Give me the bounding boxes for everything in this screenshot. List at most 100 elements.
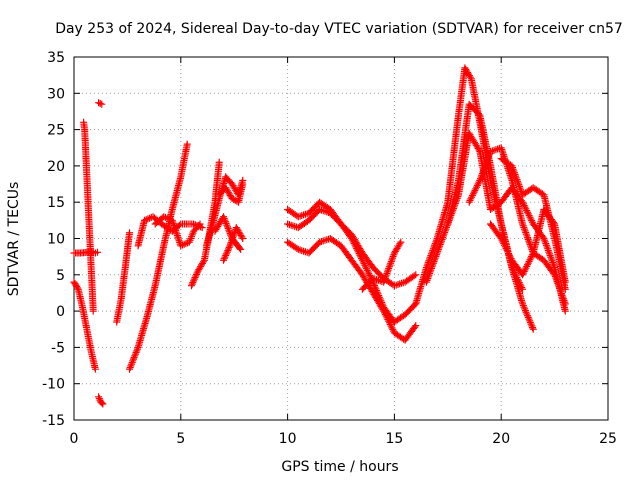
data-point	[220, 243, 233, 264]
data-point	[540, 256, 557, 277]
data-point	[185, 229, 197, 246]
x-tick-label: 5	[176, 431, 185, 447]
data-point	[390, 312, 408, 326]
data-point	[134, 316, 150, 351]
data-point	[358, 276, 376, 293]
data-point	[369, 289, 387, 314]
data-point	[168, 175, 184, 213]
series-pass-13	[220, 224, 247, 264]
y-tick-label: 30	[47, 86, 65, 102]
series-pass-18	[358, 238, 405, 293]
data-point	[455, 131, 473, 199]
data-point	[508, 162, 526, 197]
y-tick-label: 0	[56, 304, 65, 320]
data-point	[294, 217, 311, 232]
y-tick-label: 10	[47, 232, 65, 248]
series-pass-4	[95, 99, 106, 108]
data-point	[79, 304, 90, 331]
data-point	[348, 235, 365, 263]
data-point	[222, 173, 235, 187]
data-point	[487, 220, 504, 241]
y-tick-label: -5	[51, 340, 65, 356]
data-point	[126, 345, 141, 373]
y-tick-label: 5	[56, 268, 65, 284]
y-tick-label: 15	[47, 195, 65, 211]
data-point	[519, 300, 537, 333]
data-point	[390, 238, 405, 257]
series-pass-17	[284, 235, 420, 344]
series-pass-6	[113, 229, 134, 326]
series-pass-9	[151, 213, 204, 250]
series-pass-2	[70, 278, 99, 373]
data-point	[337, 220, 355, 241]
data-point	[401, 271, 420, 286]
data-point	[433, 222, 451, 257]
data-point	[316, 198, 333, 212]
data-point	[95, 99, 106, 108]
data-point	[284, 238, 301, 252]
data-point	[117, 265, 129, 304]
series-pass-16	[284, 206, 420, 326]
x-tick-label: 20	[492, 431, 510, 447]
y-tick-label: -15	[42, 413, 65, 429]
data-point	[497, 155, 514, 169]
data-point	[444, 193, 462, 228]
y-tick-label: -10	[42, 377, 65, 393]
data-point	[188, 269, 201, 290]
data-point	[194, 258, 207, 275]
data-point	[160, 213, 174, 224]
data-point	[83, 325, 95, 353]
x-tick-label: 0	[70, 431, 79, 447]
data-point	[151, 244, 167, 290]
series-pass-7	[126, 140, 191, 373]
data-point	[168, 216, 184, 248]
x-axis-label: GPS time / hours	[281, 459, 398, 475]
y-tick-label: 20	[47, 159, 65, 175]
data-point	[232, 224, 247, 242]
data-point	[401, 322, 420, 344]
x-tick-label: 25	[599, 431, 617, 447]
data-point	[508, 256, 525, 277]
data-point	[95, 393, 104, 404]
data-point	[529, 184, 546, 198]
data-point	[461, 64, 474, 81]
data-point	[551, 235, 569, 293]
data-point	[220, 213, 235, 241]
x-tick-label: 15	[385, 431, 403, 447]
data-point	[134, 218, 148, 250]
data-point	[444, 113, 462, 206]
data-point	[74, 285, 86, 310]
data-point	[177, 239, 192, 250]
y-tick-label: 35	[47, 50, 65, 66]
data-point	[476, 149, 494, 184]
data-point	[412, 265, 430, 308]
data-point	[422, 236, 440, 271]
data-point	[97, 398, 107, 408]
data-point	[508, 264, 526, 306]
data-point	[326, 235, 343, 249]
series-pass-1	[70, 248, 101, 257]
y-axis-label: SDTVAR / TECUs	[6, 182, 22, 297]
data-point	[348, 256, 365, 277]
data-point	[433, 200, 451, 242]
series-pass-24	[497, 155, 569, 293]
data-point	[284, 220, 300, 231]
data-point	[465, 178, 483, 206]
x-tick-label: 10	[279, 431, 297, 447]
data-point	[305, 207, 322, 224]
data-point	[70, 278, 81, 292]
data-point	[540, 191, 558, 241]
data-point	[209, 196, 223, 228]
y-tick-label: 25	[47, 123, 65, 139]
data-point	[91, 248, 101, 257]
data-point	[422, 251, 440, 286]
data-point	[228, 195, 241, 205]
series-pass-3	[80, 118, 97, 315]
chart-title: Day 253 of 2024, Sidereal Day-to-day VTE…	[55, 21, 623, 37]
data-point	[519, 198, 536, 226]
series-pass-5	[95, 393, 107, 408]
data-point	[551, 271, 569, 308]
data-point	[222, 184, 235, 201]
data-point	[202, 222, 216, 250]
